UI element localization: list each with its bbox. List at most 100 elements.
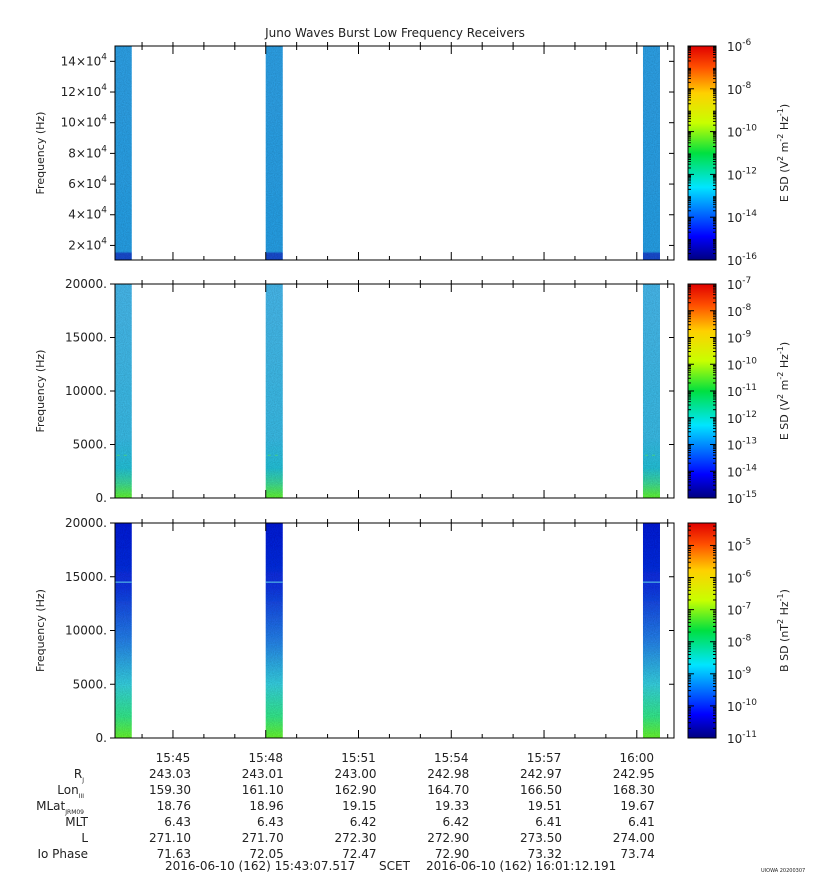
ephemeris-value: 72.05 <box>249 847 283 861</box>
colorbar-tick-exponent: -6 <box>742 38 751 48</box>
colorbar-label-part: Hz <box>778 116 791 134</box>
ephemeris-value: 6.42 <box>350 815 377 829</box>
spectrogram-panel-3: 0. 5000. 10000. 15000. 20000. Frequency (Hz) 1… <box>34 516 791 746</box>
colorbar-tick-label: 10-10 <box>727 698 757 714</box>
ephemeris-value: 168.30 <box>613 783 655 797</box>
colorbar-tick-label: 10-6 <box>727 38 752 54</box>
colorbar-tick-exponent: -14 <box>742 209 757 219</box>
ephemeris-row-label: LonIII <box>57 783 84 800</box>
ephemeris-value: 166.50 <box>520 783 562 797</box>
time-tick-label: 15:57 <box>527 751 562 765</box>
ephemeris-row-subscript: J <box>81 777 84 784</box>
colorbar-tick-label: 10-10 <box>727 356 757 372</box>
burst-segment <box>114 46 132 260</box>
colorbar-tick-exponent: -13 <box>742 437 757 447</box>
ephemeris-value: 19.51 <box>528 799 562 813</box>
y-tick-label: 15000. <box>65 331 107 345</box>
colorbar-label-exp: -2 <box>776 134 785 142</box>
footer-end-time: 2016-06-10 (162) 16:01:12.191 <box>426 859 616 873</box>
colorbar-tick-label: 10-12 <box>727 410 757 426</box>
y-axis-label: Frequency (Hz) <box>34 112 47 195</box>
colorbar-label-exp: 2 <box>776 156 785 161</box>
colorbar-label-exp: -1 <box>776 593 785 601</box>
panels: 2×104 4×104 6×104 8×104 10×104 12×104 14×104 Fr… <box>34 38 791 746</box>
y-axis-label: Frequency (Hz) <box>34 350 47 433</box>
ephemeris-value: 71.63 <box>157 847 191 861</box>
y-tick-exponent: 4 <box>101 114 107 124</box>
colorbar-label-exp: -2 <box>776 372 785 380</box>
colorbar-label: E SD (V2 m-2 Hz-1) <box>776 104 791 202</box>
ephemeris-row-label: MLT <box>65 815 88 829</box>
colorbar-tick-exponent: -9 <box>742 666 751 676</box>
ephemeris-value: 274.00 <box>613 831 655 845</box>
ephemeris-value: 18.96 <box>249 799 283 813</box>
ephemeris-value: 243.03 <box>149 767 191 781</box>
ephemeris-value: 73.74 <box>620 847 654 861</box>
burst-segment <box>265 46 283 260</box>
colorbar-tick-exponent: -10 <box>742 698 757 708</box>
panel-frame <box>114 522 675 739</box>
colorbar-tick-exponent: -7 <box>742 602 751 612</box>
ephemeris-value: 271.70 <box>242 831 284 845</box>
y-tick-label: 20000. <box>65 516 107 530</box>
y-tick-label: 15000. <box>65 570 107 584</box>
ephemeris-value: 6.42 <box>443 815 470 829</box>
ephemeris-value: 273.50 <box>520 831 562 845</box>
colorbar-label-exp: 2 <box>776 394 785 399</box>
ephemeris-row-label: L <box>81 831 88 845</box>
y-tick-label: 0. <box>96 731 107 745</box>
colorbar-label-part: m <box>778 142 791 156</box>
colorbar <box>687 522 717 739</box>
ephemeris-row-subscript: III <box>79 793 85 800</box>
ephemeris-value: 6.43 <box>164 815 191 829</box>
time-tick-label: 15:45 <box>156 751 191 765</box>
colorbar-tick-label: 10-10 <box>727 124 757 140</box>
colorbar-tick-exponent: -7 <box>742 276 751 286</box>
y-tick-exponent: 4 <box>101 206 107 216</box>
ephemeris-value: 272.90 <box>427 831 469 845</box>
colorbar-tick-label: 10-11 <box>727 383 757 399</box>
spectrogram-panel-2: 0. 5000. 10000. 15000. 20000. Frequency (Hz) 1… <box>34 276 791 506</box>
colorbar-tick-exponent: -15 <box>742 490 757 500</box>
y-tick-label: 6×104 <box>68 175 107 191</box>
colorbar-tick-label: 10-8 <box>727 81 752 97</box>
ephemeris-value: 19.33 <box>435 799 469 813</box>
colorbar-label-exp: 2 <box>776 619 785 624</box>
ephemeris-value: 19.67 <box>620 799 654 813</box>
y-tick-label: 12×104 <box>61 83 108 99</box>
ephemeris-value: 19.15 <box>342 799 376 813</box>
colorbar-tick-exponent: -10 <box>742 124 757 134</box>
ephemeris-value: 242.97 <box>520 767 562 781</box>
y-tick-label: 10×104 <box>61 114 108 130</box>
ephemeris-row-subscript: JRM09 <box>64 809 84 816</box>
colorbar-tick-label: 10-13 <box>727 437 757 453</box>
ephemeris-value: 161.10 <box>242 783 284 797</box>
y-tick-label: 5000. <box>73 677 107 691</box>
time-tick-label: 15:48 <box>248 751 283 765</box>
colorbar-tick-label: 10-14 <box>727 209 757 225</box>
colorbar-tick-label: 10-7 <box>727 276 751 292</box>
colorbar <box>687 45 717 261</box>
y-tick-label: 2×104 <box>68 236 107 252</box>
ephemeris-value: 272.30 <box>334 831 376 845</box>
colorbar-tick-label: 10-9 <box>727 666 752 682</box>
y-tick-exponent: 4 <box>101 144 107 154</box>
colorbar-tick-label: 10-16 <box>727 252 757 268</box>
burst-segment <box>265 284 283 498</box>
y-tick-label: 5000. <box>73 438 107 452</box>
colorbar-label-part: ) <box>778 342 791 346</box>
colorbar-tick-exponent: -11 <box>742 383 757 393</box>
colorbar-tick-exponent: -9 <box>742 330 751 340</box>
colorbar-tick-label: 10-8 <box>727 303 752 319</box>
colorbar-tick-exponent: -6 <box>742 570 751 580</box>
colorbar-tick-label: 10-5 <box>727 537 751 553</box>
panel-frame <box>114 283 675 499</box>
ephemeris-value: 164.70 <box>427 783 469 797</box>
colorbar-label-part: ) <box>778 589 791 593</box>
colorbar-label: B SD (nT2 Hz-1) <box>776 589 791 672</box>
colorbar-tick-exponent: -10 <box>742 356 757 366</box>
y-tick-label: 20000. <box>65 277 107 291</box>
y-axis-label: Frequency (Hz) <box>34 589 47 672</box>
spectrogram-panel-1: 2×104 4×104 6×104 8×104 10×104 12×104 14×104 Fr… <box>34 38 791 268</box>
